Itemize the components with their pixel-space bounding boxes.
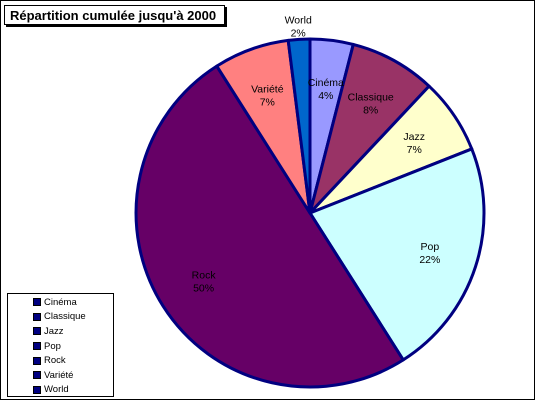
legend-label: Rock [44, 355, 66, 367]
legend-item-pop: Pop [8, 339, 113, 354]
legend-label: Cinéma [44, 296, 77, 308]
slice-label-classique: Classique 8% [348, 92, 394, 117]
legend-item-variete: Variété [8, 368, 113, 383]
legend-item-rock: Rock [8, 353, 113, 368]
legend-marker [33, 385, 41, 394]
legend-item-jazz: Jazz [8, 324, 113, 339]
slice-label-rock: Rock 50% [192, 270, 217, 295]
legend: Cinéma Classique Jazz Pop Rock Variété World [7, 293, 114, 397]
legend-label: Pop [44, 340, 61, 352]
legend-label: Variété [44, 369, 74, 381]
slice-label-variete: Variété 7% [251, 83, 284, 108]
legend-label: World [44, 384, 69, 396]
pie-slice-pop [308, 147, 486, 362]
legend-label: Jazz [44, 325, 64, 337]
legend-marker [33, 298, 41, 307]
pie-slice-rock [134, 64, 405, 389]
legend-item-classique: Classique [8, 310, 113, 325]
legend-marker [33, 342, 41, 351]
legend-marker [33, 371, 41, 380]
slice-label-cinema: Cinéma 4% [308, 77, 344, 102]
pie-slice-world [286, 37, 312, 215]
legend-marker [33, 312, 41, 321]
slice-label-jazz: Jazz 7% [403, 131, 425, 156]
chart-title: Répartition cumulée jusqu'à 2000 [4, 5, 226, 25]
slice-label-pop: Pop 22% [419, 241, 440, 266]
slice-label-world: World 2% [285, 14, 312, 39]
legend-marker [33, 327, 41, 336]
legend-item-world: World [8, 383, 113, 398]
legend-item-cinema: Cinéma [8, 295, 113, 310]
legend-label: Classique [44, 311, 86, 323]
legend-marker [33, 356, 41, 365]
